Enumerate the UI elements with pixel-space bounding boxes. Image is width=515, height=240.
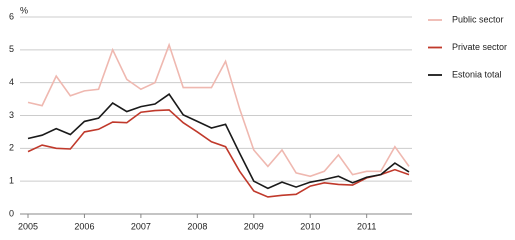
- y-tick-label: 6: [9, 11, 14, 21]
- series-line: [27, 109, 410, 198]
- x-tick-label: 2009: [244, 221, 264, 231]
- x-tick-label: 2011: [357, 221, 376, 231]
- legend-label: Estonia total: [452, 69, 502, 79]
- y-tick-label: 2: [9, 143, 14, 153]
- series-line: [27, 93, 410, 190]
- y-tick-label: 1: [9, 176, 14, 186]
- y-axis-label: %: [20, 5, 28, 15]
- legend-label: Public sector: [452, 14, 504, 24]
- y-tick-label: 5: [9, 44, 14, 54]
- x-tick-label: 2005: [18, 221, 38, 231]
- legend-label: Private sector: [452, 42, 507, 52]
- y-tick-label: 3: [9, 110, 14, 120]
- y-tick-label: 4: [9, 77, 14, 87]
- x-tick-label: 2007: [131, 221, 151, 231]
- x-tick-label: 2010: [300, 221, 320, 231]
- x-tick-label: 2008: [187, 221, 207, 231]
- y-tick-label: 0: [9, 208, 14, 218]
- series-line: [27, 42, 410, 178]
- page: {"chart_data": {"type": "line", "y_label…: [8, 5, 508, 232]
- chart: % 0 1 2 3 4 5 6 2005 2006 2007 2008 2009 2010 2011 Pub…: [9, 5, 507, 231]
- x-tick-label: 2006: [74, 221, 94, 231]
